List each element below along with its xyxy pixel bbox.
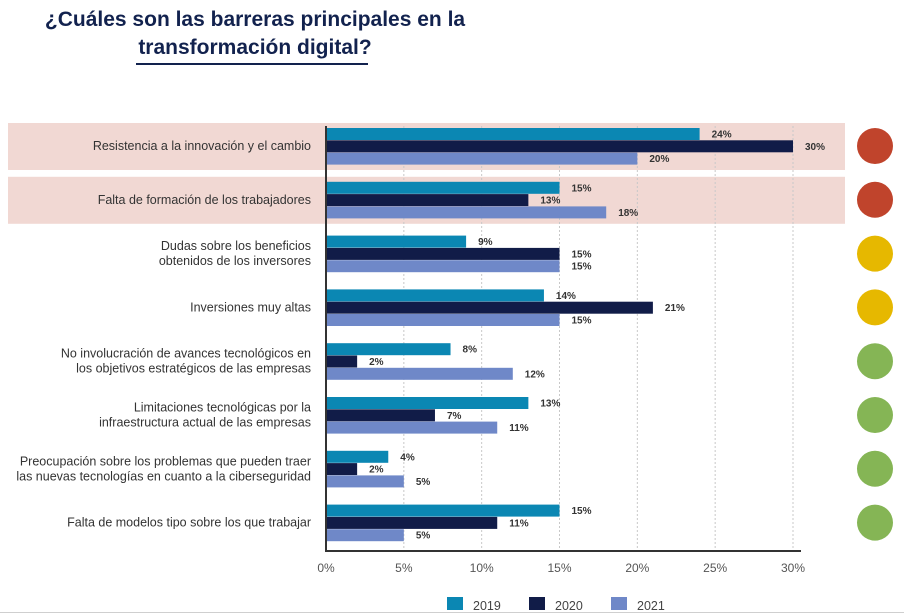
- bar-2020: [326, 409, 435, 422]
- category-label: Falta de formación de los trabajadores: [98, 193, 311, 207]
- category-label: las nuevas tecnologías en cuanto a la ci…: [16, 469, 311, 483]
- category-label: Preocupación sobre los problemas que pue…: [20, 454, 311, 468]
- legend-label-2020: 2020: [555, 599, 583, 613]
- category-label: Limitaciones tecnológicas por la: [134, 401, 311, 415]
- legend-swatch-2019: [447, 597, 463, 610]
- data-label: 15%: [572, 183, 592, 194]
- category-label: infraestructura actual de las empresas: [99, 416, 311, 430]
- legend-swatch-2021: [611, 597, 627, 610]
- title-underline: [136, 63, 368, 65]
- data-label: 15%: [572, 316, 592, 327]
- bar-2021: [326, 367, 513, 380]
- title-line-2: transformación digital?: [138, 36, 372, 59]
- bar-2019: [326, 504, 560, 517]
- bar-2021: [326, 152, 638, 165]
- data-label: 5%: [416, 531, 431, 542]
- bar-2019: [326, 235, 467, 248]
- title-line-1: ¿Cuáles son las barreras principales en …: [44, 8, 466, 31]
- category-label: Resistencia a la innovación y el cambio: [93, 139, 311, 153]
- status-indicator-green: [857, 450, 893, 487]
- category-label: los objetivos estratégicos de las empres…: [76, 362, 311, 376]
- data-label: 7%: [447, 411, 462, 422]
- data-label: 24%: [712, 130, 732, 141]
- x-tick-label: 20%: [625, 561, 649, 575]
- bar-2021: [326, 314, 560, 326]
- status-indicator-green: [857, 397, 893, 433]
- data-label: 12%: [525, 369, 545, 380]
- category-label: Falta de modelos tipo sobre los que trab…: [67, 516, 311, 530]
- data-label: 15%: [572, 249, 592, 260]
- bar-2021: [326, 475, 404, 488]
- category-label: Dudas sobre los beneficios: [161, 239, 311, 253]
- status-indicator-green: [857, 504, 893, 541]
- bar-2020: [326, 247, 560, 260]
- category-label: Inversiones muy altas: [190, 300, 311, 314]
- legend-label-2021: 2021: [637, 599, 665, 613]
- category-label: obtenidos de los inversores: [159, 254, 311, 268]
- data-label: 14%: [556, 291, 576, 302]
- status-indicator-yellow: [857, 235, 893, 272]
- bar-2020: [326, 140, 793, 153]
- data-label: 11%: [509, 518, 529, 529]
- data-label: 15%: [572, 506, 592, 517]
- bar-2021: [326, 206, 607, 219]
- x-tick-label: 10%: [470, 561, 494, 575]
- chart-title: ¿Cuáles son las barreras principales en …: [40, 6, 470, 62]
- data-label: 18%: [618, 208, 638, 219]
- bar-2019: [326, 128, 700, 140]
- bar-2021: [326, 529, 404, 542]
- status-indicator-red: [857, 128, 893, 164]
- category-label: No involucración de avances tecnológicos…: [61, 347, 311, 361]
- bar-2020: [326, 355, 358, 368]
- status-indicator-green: [857, 343, 893, 380]
- data-label: 4%: [400, 452, 415, 463]
- status-indicator-yellow: [857, 289, 893, 326]
- bar-2020: [326, 194, 529, 207]
- bar-2021: [326, 421, 498, 434]
- bar-2020: [326, 301, 653, 314]
- x-tick-label: 30%: [781, 561, 805, 575]
- bar-2019: [326, 343, 451, 356]
- bar-2019: [326, 450, 389, 463]
- x-tick-label: 5%: [395, 561, 413, 575]
- data-label: 2%: [369, 357, 384, 368]
- legend-label-2019: 2019: [473, 599, 501, 613]
- bar-2019: [326, 397, 529, 409]
- data-label: 13%: [540, 399, 560, 410]
- bar-2021: [326, 260, 560, 273]
- data-label: 21%: [665, 303, 685, 314]
- bar-2020: [326, 463, 358, 476]
- page-bottom-divider: [0, 612, 904, 613]
- data-label: 5%: [416, 477, 431, 488]
- x-tick-label: 25%: [703, 561, 727, 575]
- x-tick-label: 15%: [547, 561, 571, 575]
- data-label: 13%: [540, 196, 560, 207]
- data-label: 20%: [649, 154, 669, 165]
- data-label: 30%: [805, 142, 825, 153]
- data-label: 15%: [572, 262, 592, 273]
- data-label: 2%: [369, 465, 384, 476]
- bar-2019: [326, 181, 560, 194]
- x-tick-label: 0%: [317, 561, 335, 575]
- data-label: 9%: [478, 237, 493, 248]
- bar-2020: [326, 516, 498, 529]
- bar-2019: [326, 289, 544, 302]
- status-indicator-red: [857, 181, 893, 218]
- data-label: 8%: [463, 345, 478, 356]
- data-label: 11%: [509, 423, 529, 434]
- legend-swatch-2020: [529, 597, 545, 610]
